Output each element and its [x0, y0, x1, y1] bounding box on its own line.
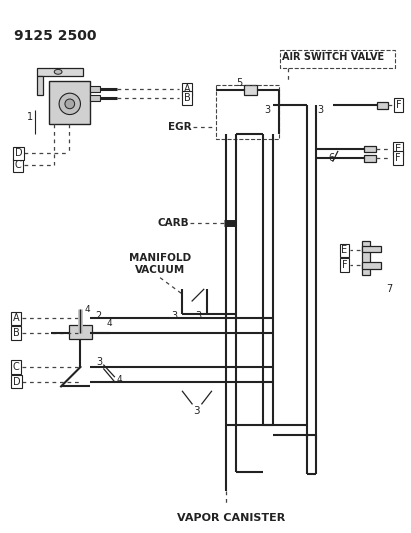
- Text: E: E: [395, 143, 401, 154]
- Text: D: D: [13, 376, 20, 386]
- Bar: [244, 85, 257, 95]
- Text: D: D: [14, 148, 22, 158]
- Text: MANIFOLD
VACUUM: MANIFOLD VACUUM: [129, 253, 191, 275]
- Text: EGR: EGR: [169, 122, 192, 132]
- Bar: [376, 102, 388, 109]
- Text: 4: 4: [116, 375, 122, 384]
- Text: VAPOR CANISTER: VAPOR CANISTER: [177, 513, 285, 523]
- Text: 9125 2500: 9125 2500: [14, 29, 97, 43]
- Bar: [90, 95, 100, 101]
- Text: 3: 3: [97, 357, 103, 367]
- Text: A: A: [13, 313, 20, 324]
- Text: F: F: [342, 260, 347, 270]
- Text: F: F: [396, 100, 402, 110]
- Text: B: B: [184, 93, 191, 103]
- Ellipse shape: [65, 99, 75, 109]
- Polygon shape: [37, 76, 43, 95]
- Text: C: C: [13, 362, 20, 372]
- Bar: [90, 86, 100, 92]
- Bar: [69, 325, 92, 339]
- Bar: [49, 80, 90, 124]
- Text: C: C: [15, 160, 22, 170]
- Ellipse shape: [54, 69, 62, 74]
- Text: 3: 3: [171, 311, 178, 320]
- Text: CARB: CARB: [157, 219, 189, 228]
- Text: 3: 3: [196, 311, 202, 320]
- Bar: [362, 241, 370, 274]
- Text: 5: 5: [237, 78, 243, 88]
- Bar: [364, 146, 376, 152]
- Text: A: A: [184, 84, 191, 94]
- Bar: [362, 246, 381, 253]
- Text: 3: 3: [265, 104, 271, 115]
- Text: B: B: [13, 328, 20, 338]
- Text: 3: 3: [194, 406, 200, 416]
- Bar: [362, 262, 381, 269]
- Bar: [364, 155, 376, 162]
- Bar: [216, 85, 279, 139]
- Text: 1: 1: [27, 112, 33, 123]
- Text: 7: 7: [386, 284, 393, 294]
- Bar: [280, 51, 395, 68]
- Ellipse shape: [59, 93, 81, 115]
- Text: 2: 2: [95, 311, 101, 320]
- Text: 6: 6: [328, 154, 334, 163]
- Text: E: E: [342, 246, 348, 255]
- Text: AIR SWITCH VALVE: AIR SWITCH VALVE: [282, 52, 385, 62]
- Text: 3: 3: [317, 104, 323, 115]
- Text: 4: 4: [84, 304, 90, 313]
- Text: F: F: [395, 154, 401, 163]
- Polygon shape: [37, 68, 83, 76]
- Text: 4: 4: [107, 319, 112, 328]
